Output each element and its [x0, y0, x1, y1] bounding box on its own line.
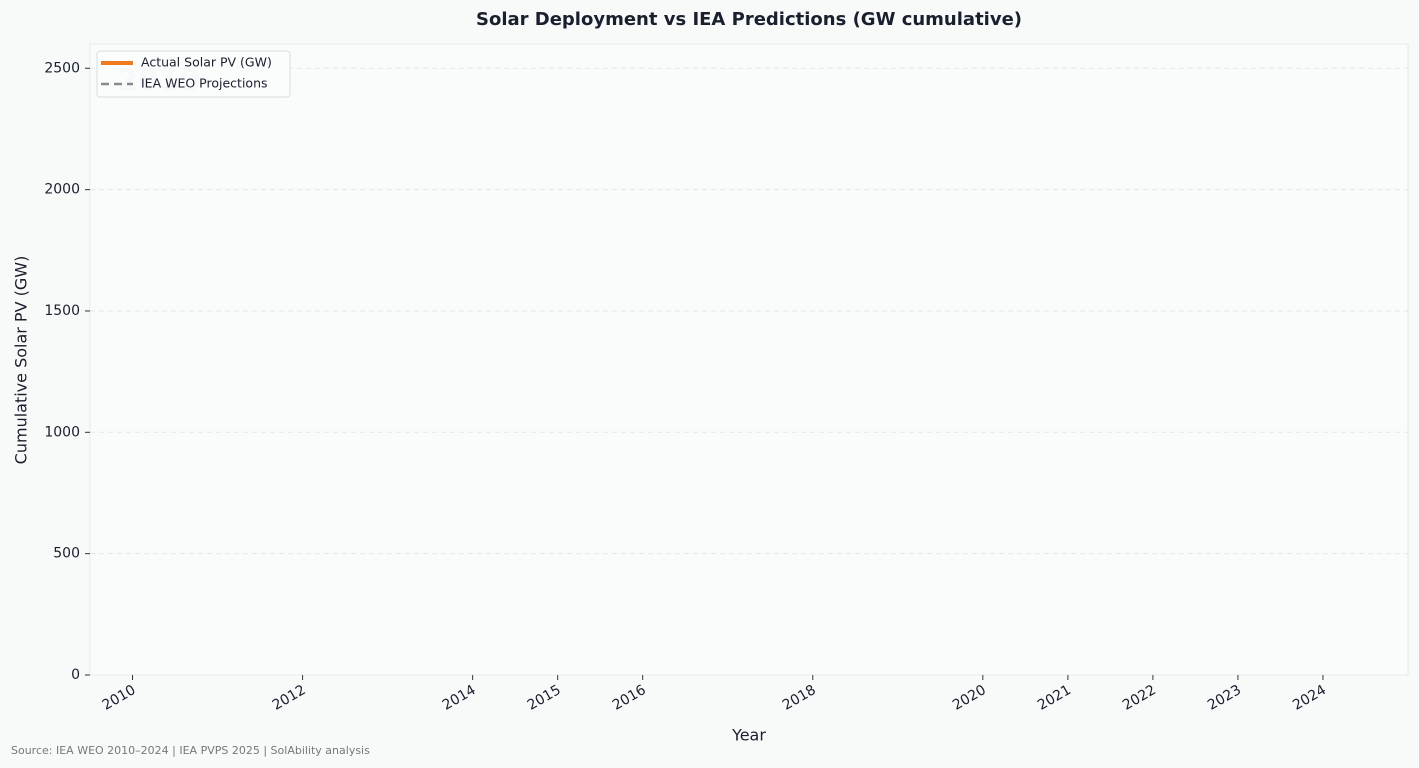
y-axis-label: Cumulative Solar PV (GW) [12, 256, 31, 465]
y-tick-label: 2000 [44, 182, 80, 198]
legend-box [96, 50, 291, 98]
legend-label: Actual Solar PV (GW) [141, 55, 272, 70]
y-tick-label: 0 [71, 667, 80, 683]
chart-title: Solar Deployment vs IEA Predictions (GW … [476, 9, 1022, 30]
plot-area [89, 43, 1409, 676]
x-axis-label: Year [731, 726, 766, 745]
y-tick-label: 500 [53, 546, 80, 562]
legend-label: IEA WEO Projections [141, 76, 268, 91]
y-tick-label: 1500 [44, 303, 80, 319]
y-tick-label: 2500 [44, 60, 80, 76]
y-tick-label: 1000 [44, 424, 80, 440]
source-note: Source: IEA WEO 2010–2024 | IEA PVPS 202… [11, 744, 370, 757]
